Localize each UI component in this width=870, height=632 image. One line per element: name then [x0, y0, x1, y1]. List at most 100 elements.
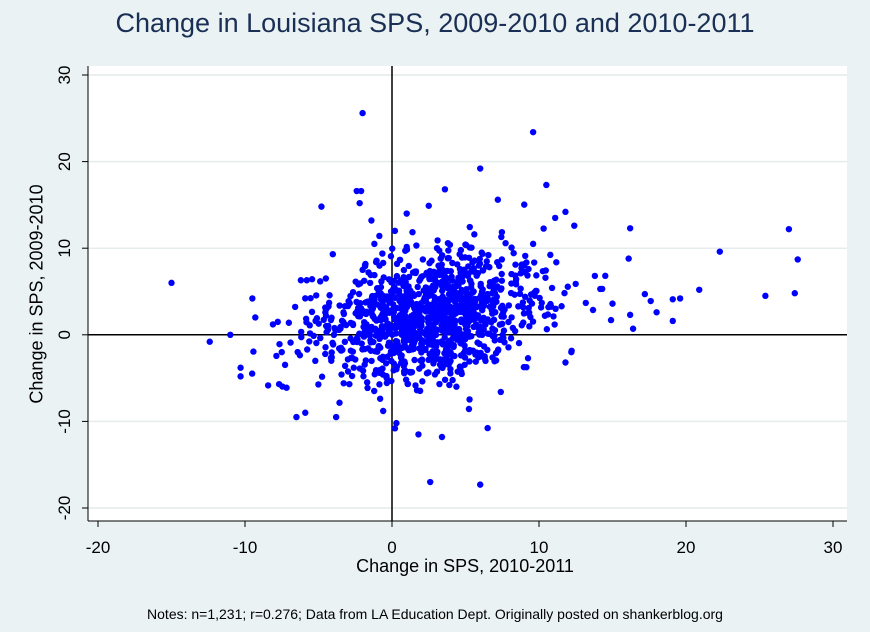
- x-tick-label: 30: [824, 538, 843, 557]
- data-point: [344, 368, 352, 375]
- data-point: [250, 348, 257, 355]
- data-point: [285, 319, 293, 326]
- data-point: [438, 261, 445, 268]
- data-point: [368, 310, 376, 318]
- y-axis-label: Change in SPS, 2009-2010: [26, 184, 47, 404]
- data-point: [562, 359, 569, 366]
- data-point: [515, 339, 523, 347]
- data-point: [476, 353, 484, 360]
- data-point: [324, 326, 332, 333]
- data-point: [450, 341, 457, 349]
- data-point: [545, 303, 552, 311]
- data-point: [428, 305, 435, 312]
- data-point: [496, 321, 504, 328]
- data-point: [452, 331, 459, 338]
- data-point: [349, 354, 356, 362]
- data-point: [498, 233, 505, 241]
- data-point: [498, 256, 506, 263]
- data-point: [479, 306, 486, 314]
- data-point: [347, 347, 355, 354]
- data-point: [362, 324, 370, 332]
- data-point: [425, 202, 432, 209]
- data-point: [450, 319, 457, 327]
- y-tick-label: 30: [55, 66, 74, 85]
- data-point: [357, 187, 365, 195]
- data-point: [291, 303, 299, 311]
- data-point: [536, 294, 543, 302]
- data-point: [376, 335, 383, 343]
- data-point: [629, 325, 637, 332]
- data-point: [361, 361, 368, 368]
- data-point: [227, 331, 234, 338]
- data-point: [374, 330, 381, 337]
- data-point: [348, 372, 356, 380]
- data-point: [281, 361, 289, 369]
- data-point: [361, 262, 369, 270]
- data-point: [399, 293, 406, 300]
- data-point: [368, 357, 375, 365]
- data-point: [400, 266, 408, 274]
- data-point: [464, 313, 472, 320]
- data-point: [626, 311, 634, 319]
- data-point: [466, 346, 473, 354]
- data-point: [553, 259, 560, 266]
- chart-title: Change in Louisiana SPS, 2009-2010 and 2…: [115, 8, 755, 38]
- data-point: [512, 261, 519, 268]
- data-point: [330, 331, 338, 339]
- data-point: [471, 297, 479, 304]
- data-point: [248, 370, 256, 377]
- data-point: [346, 380, 353, 388]
- data-point: [353, 298, 360, 306]
- data-point: [500, 313, 507, 320]
- data-point: [430, 268, 438, 276]
- data-point: [388, 357, 395, 365]
- data-point: [456, 251, 463, 258]
- data-point: [438, 283, 446, 290]
- data-point: [419, 378, 426, 385]
- data-point: [418, 349, 425, 356]
- data-point: [363, 379, 371, 386]
- x-tick-label: 10: [530, 538, 549, 557]
- data-point: [462, 241, 469, 248]
- data-point: [509, 324, 517, 332]
- data-point: [446, 381, 453, 389]
- data-point: [328, 349, 335, 356]
- data-point: [249, 295, 256, 302]
- data-point: [383, 374, 390, 382]
- data-point: [524, 272, 531, 279]
- data-point: [599, 285, 606, 293]
- data-point: [340, 309, 347, 316]
- data-point: [489, 310, 496, 317]
- data-point: [379, 259, 387, 267]
- data-point: [696, 286, 703, 293]
- data-point: [370, 387, 378, 395]
- data-point: [422, 298, 430, 305]
- data-point: [558, 303, 565, 310]
- data-point: [379, 407, 387, 415]
- data-point: [490, 316, 498, 324]
- axes: -20 -10 0 10 20 30 -20 -10 0 10 20 30: [55, 66, 847, 557]
- data-point: [390, 349, 397, 357]
- data-point: [323, 305, 330, 313]
- data-point: [445, 247, 452, 254]
- data-point: [329, 341, 337, 348]
- data-point: [470, 316, 477, 323]
- data-point: [522, 252, 529, 260]
- data-point: [520, 304, 527, 311]
- data-point: [318, 203, 325, 210]
- data-point: [491, 327, 499, 334]
- data-point: [551, 321, 558, 328]
- data-point: [397, 277, 405, 284]
- data-point: [402, 247, 409, 254]
- data-point: [379, 365, 386, 372]
- data-point: [411, 305, 418, 312]
- data-point: [168, 279, 175, 287]
- data-point: [443, 275, 451, 282]
- data-point: [371, 371, 378, 378]
- data-point: [520, 319, 527, 326]
- data-point: [273, 352, 280, 360]
- data-point: [438, 338, 445, 345]
- data-point: [484, 424, 491, 432]
- data-point: [269, 321, 277, 328]
- data-point: [459, 271, 466, 279]
